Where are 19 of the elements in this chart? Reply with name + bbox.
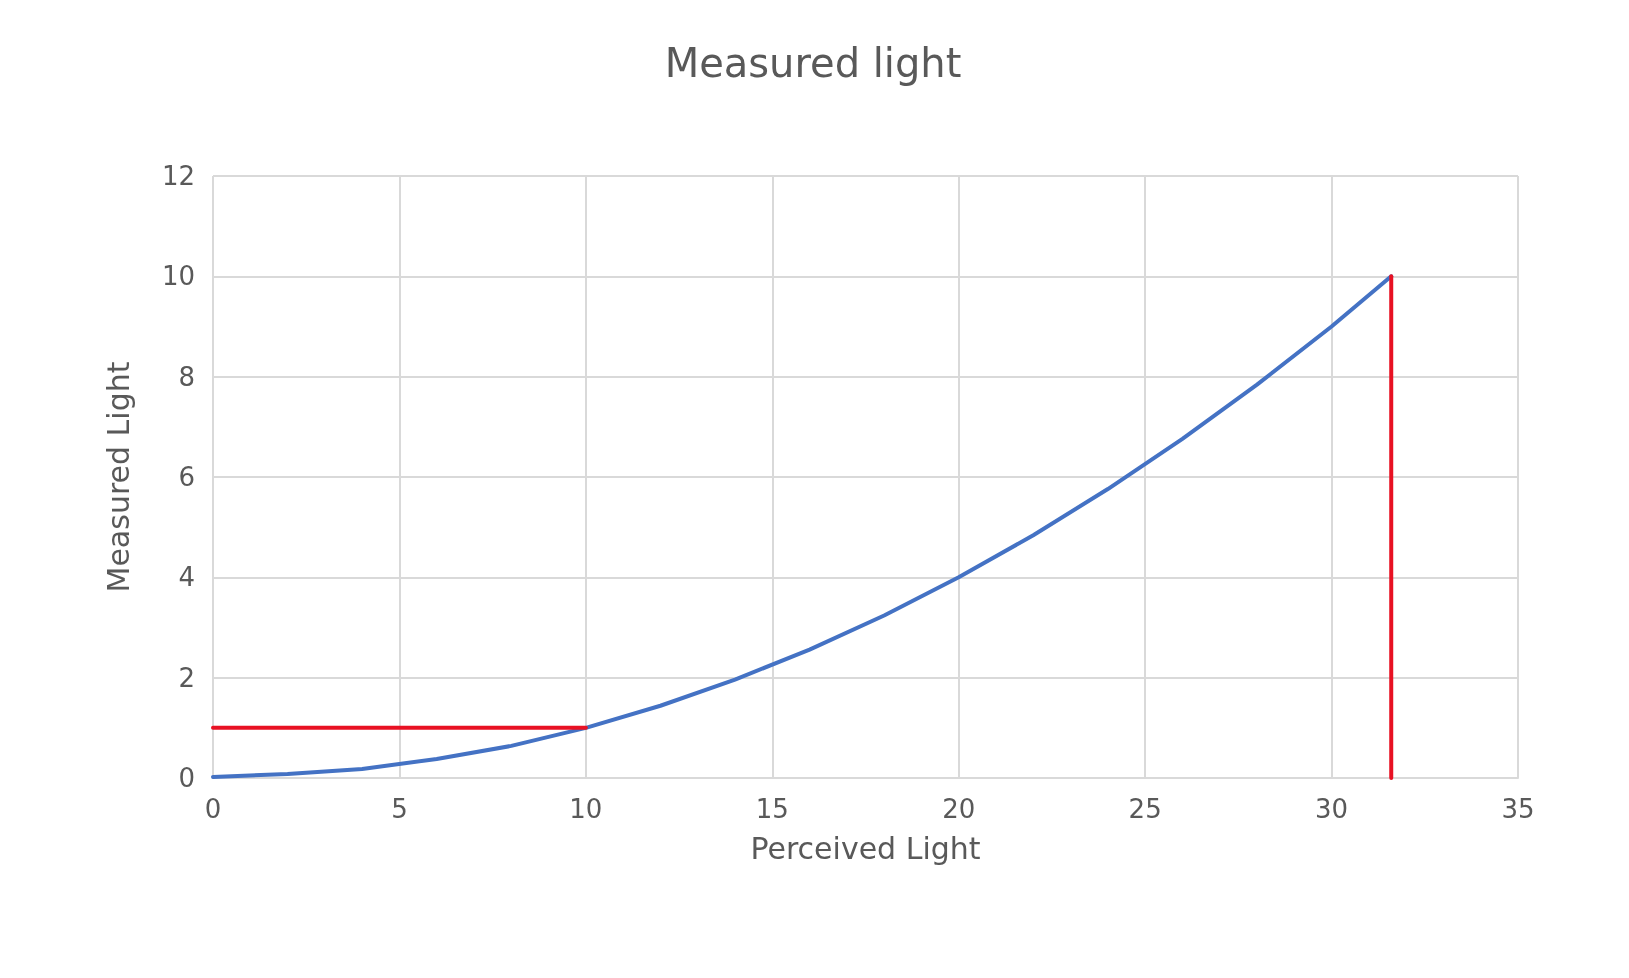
x-tick-label: 5 (391, 794, 408, 824)
chart-title: Measured light (664, 40, 962, 86)
y-tick-label: 6 (178, 462, 195, 492)
y-tick-label: 4 (178, 562, 195, 593)
x-tick-label: 35 (1501, 794, 1535, 824)
x-axis-title: Perceived Light (750, 830, 981, 866)
y-tick-label: 10 (161, 261, 195, 292)
y-tick-label: 2 (178, 662, 195, 693)
y-axis-title: Measured Light (100, 361, 136, 593)
x-tick-label: 0 (204, 794, 222, 824)
y-tick-label: 12 (161, 161, 195, 191)
x-tick-label: 30 (1315, 794, 1349, 824)
x-tick-label: 10 (569, 794, 603, 824)
y-tick-label: 8 (178, 361, 195, 392)
x-tick-label: 20 (942, 794, 976, 824)
x-tick-label: 15 (755, 794, 789, 824)
y-tick-label: 0 (178, 763, 195, 793)
line-series (211, 274, 1394, 779)
x-tick-label: 25 (1128, 794, 1162, 824)
